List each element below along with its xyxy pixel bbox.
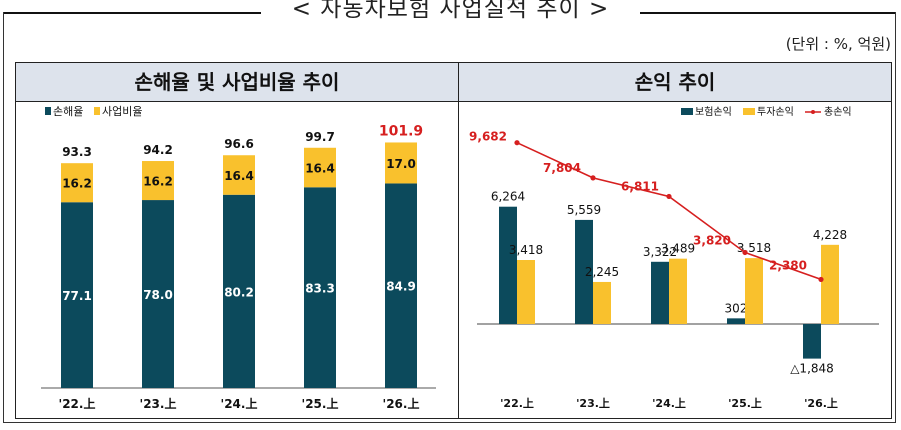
x-tick-label: '26.上 bbox=[804, 396, 838, 410]
total-label: 94.2 bbox=[143, 143, 173, 157]
line-label-total-profit: 7,804 bbox=[543, 161, 581, 175]
bar-investment-profit bbox=[593, 281, 611, 324]
bar-loss-ratio bbox=[223, 194, 255, 388]
bar-investment-profit bbox=[821, 244, 839, 324]
legend-label-1: 사업비율 bbox=[102, 105, 142, 118]
bar-label-expense-ratio: 17.0 bbox=[386, 157, 416, 171]
bar-label-investment-profit: 2,245 bbox=[585, 265, 619, 279]
line-label-total-profit: 6,811 bbox=[621, 179, 659, 193]
bar-label-insurance-profit: △1,848 bbox=[790, 362, 834, 376]
legend-marker-2 bbox=[811, 110, 815, 114]
x-tick-label: '26.上 bbox=[383, 396, 420, 411]
bar-expense-ratio bbox=[385, 142, 417, 184]
legend-label-1: 투자손익 bbox=[757, 106, 794, 118]
bar-label-loss-ratio: 78.0 bbox=[143, 288, 173, 302]
legend-swatch-1 bbox=[743, 108, 755, 115]
line-point-total-profit bbox=[818, 276, 824, 283]
legend-label-0: 손해율 bbox=[53, 104, 83, 118]
bar-insurance-profit bbox=[651, 261, 669, 324]
line-point-total-profit bbox=[514, 140, 520, 146]
right-panel: 손익 추이 보험손익 투자손익 총손익 6,264 3,418 '22.上 5,559 2,2… bbox=[458, 62, 892, 419]
page-title: < 자동차보험 사업실적 추이 > bbox=[291, 0, 610, 22]
bar-label-loss-ratio: 84.9 bbox=[386, 280, 416, 294]
bar-label-expense-ratio: 16.4 bbox=[224, 169, 254, 183]
legend-swatch-0 bbox=[45, 107, 51, 115]
bar-insurance-profit bbox=[727, 318, 745, 324]
profit-chart: 보험손익 투자손익 총손익 6,264 3,418 '22.上 5,559 2,245 '23.… bbox=[469, 106, 879, 410]
bar-label-insurance-profit: 3,322 bbox=[643, 245, 677, 259]
line-label-total-profit: 3,820 bbox=[693, 233, 731, 247]
unit-label: (단위 : %, 억원) bbox=[785, 35, 891, 53]
legend-swatch-1 bbox=[94, 107, 100, 115]
bar-expense-ratio bbox=[142, 161, 174, 201]
line-point-total-profit bbox=[742, 249, 748, 256]
left-panel-title: 손해율 및 사업비율 추이 bbox=[16, 63, 458, 102]
bar-investment-profit bbox=[669, 258, 687, 324]
bar-label-investment-profit: 4,228 bbox=[813, 228, 847, 242]
line-point-total-profit bbox=[666, 193, 672, 200]
bar-label-investment-profit: 3,489 bbox=[661, 242, 695, 256]
bar-label-investment-profit: 3,418 bbox=[509, 243, 543, 257]
x-tick-label: '22.上 bbox=[500, 396, 534, 410]
total-label: 101.9 bbox=[379, 123, 423, 139]
bar-label-loss-ratio: 77.1 bbox=[62, 289, 92, 303]
bar-expense-ratio bbox=[61, 163, 93, 203]
bar-insurance-profit bbox=[575, 219, 593, 324]
bar-label-investment-profit: 3,518 bbox=[737, 241, 771, 255]
title-rule-right bbox=[640, 12, 896, 14]
bar-label-expense-ratio: 16.2 bbox=[143, 175, 173, 189]
total-label: 99.7 bbox=[305, 130, 335, 144]
loss-ratio-chart: 손해율 사업비율 77.1 16.2 93.3 '22.上 78.0 16.2 94.2 '23.… bbox=[41, 104, 436, 411]
bar-label-insurance-profit: 5,559 bbox=[567, 203, 601, 217]
right-panel-title: 손익 추이 bbox=[459, 63, 891, 102]
legend-label-2: 총손익 bbox=[824, 106, 852, 118]
total-label: 93.3 bbox=[62, 145, 92, 159]
line-label-total-profit: 2,380 bbox=[769, 258, 807, 272]
legend-label-0: 보험손익 bbox=[695, 106, 732, 118]
x-tick-label: '24.上 bbox=[221, 396, 258, 411]
left-panel: 손해율 및 사업비율 추이 손해율 사업비율 77.1 16.2 93.3 '22.上 78… bbox=[15, 62, 459, 419]
legend-swatch-0 bbox=[681, 108, 693, 115]
x-tick-label: '25.上 bbox=[302, 396, 339, 411]
line-label-total-profit: 9,682 bbox=[469, 130, 507, 144]
x-tick-label: '24.上 bbox=[652, 396, 686, 410]
line-point-total-profit bbox=[590, 175, 596, 181]
bar-expense-ratio bbox=[223, 155, 255, 195]
bar-investment-profit bbox=[517, 259, 535, 324]
total-label: 96.6 bbox=[224, 137, 254, 151]
bar-label-insurance-profit: 302 bbox=[725, 301, 748, 315]
x-tick-label: '23.上 bbox=[140, 396, 177, 411]
bar-insurance-profit bbox=[803, 324, 821, 359]
bar-expense-ratio bbox=[304, 147, 336, 188]
bar-loss-ratio bbox=[61, 202, 93, 388]
x-tick-label: '22.上 bbox=[59, 396, 96, 411]
x-tick-label: '25.上 bbox=[728, 396, 762, 410]
bar-label-loss-ratio: 80.2 bbox=[224, 285, 254, 299]
bar-insurance-profit bbox=[499, 206, 517, 324]
outer-frame bbox=[3, 12, 896, 423]
bar-loss-ratio bbox=[385, 183, 417, 388]
bar-label-expense-ratio: 16.2 bbox=[62, 177, 92, 191]
bar-label-expense-ratio: 16.4 bbox=[305, 162, 335, 176]
bar-loss-ratio bbox=[142, 200, 174, 388]
title-rule-left bbox=[3, 12, 261, 14]
bar-investment-profit bbox=[745, 258, 763, 324]
bar-loss-ratio bbox=[304, 187, 336, 388]
bar-label-insurance-profit: 6,264 bbox=[491, 190, 525, 204]
x-tick-label: '23.上 bbox=[576, 396, 610, 410]
bar-label-loss-ratio: 83.3 bbox=[305, 282, 335, 296]
